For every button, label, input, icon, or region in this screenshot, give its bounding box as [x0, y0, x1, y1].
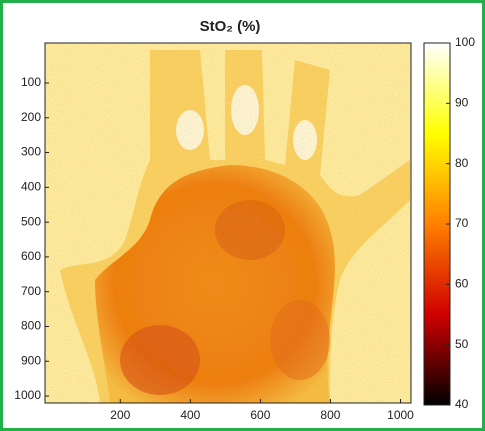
hand-image	[45, 43, 411, 403]
y-tick-label: 400	[21, 180, 41, 194]
colorbar-tick-label: 50	[455, 337, 469, 351]
y-tick-label: 900	[21, 353, 41, 367]
y-tick-label: 300	[21, 145, 41, 159]
x-tick-label: 800	[320, 408, 340, 422]
chart-title: StO₂ (%)	[200, 18, 261, 35]
colorbar-tick-label: 60	[455, 277, 469, 291]
x-tick-label: 400	[180, 408, 200, 422]
colorbar-tick-label: 70	[455, 216, 469, 230]
x-tick-label: 200	[110, 408, 130, 422]
y-tick-label: 200	[21, 110, 41, 124]
colorbar-tick-label: 90	[455, 96, 469, 110]
colorbar-tick-label: 40	[455, 397, 469, 411]
y-tick-label: 100	[21, 75, 41, 89]
y-tick-label: 700	[21, 284, 41, 298]
x-tick-label: 600	[250, 408, 270, 422]
y-tick-label: 800	[21, 319, 41, 333]
y-tick-label: 500	[21, 214, 41, 228]
page: {"chart_data": {"type": "heatmap", "titl…	[0, 0, 485, 431]
colorbar-tick-label: 100	[455, 35, 475, 49]
chart: StO₂ (%) 200 400 600 800 1000 100 200 300 400 500…	[0, 0, 485, 431]
x-tick-label: 1000	[387, 408, 414, 422]
colorbar-tick-label: 80	[455, 156, 469, 170]
y-tick-label: 600	[21, 249, 41, 263]
y-tick-label: 1000	[14, 388, 41, 402]
